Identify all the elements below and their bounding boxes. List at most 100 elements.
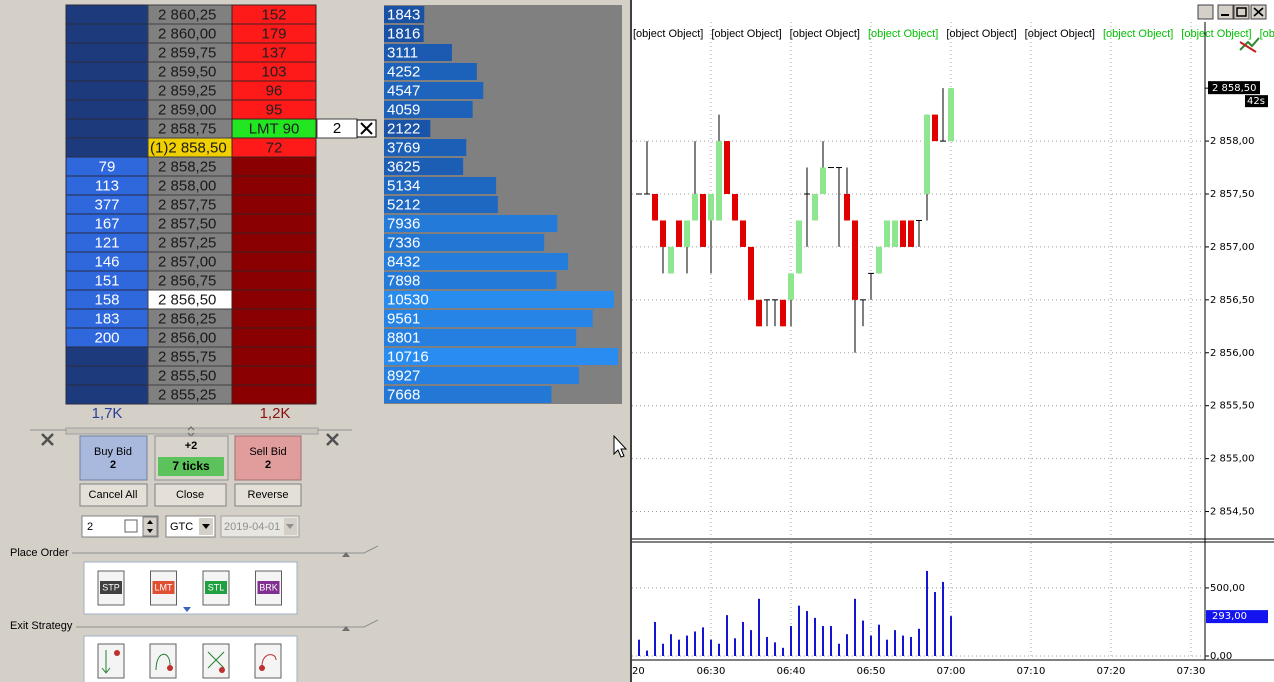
candle-body: [884, 220, 890, 247]
close-glyph: [1253, 7, 1264, 17]
volume-profile-bar: [384, 158, 464, 175]
price-level: 2 855,25: [158, 386, 216, 403]
volume-profile-bar: [384, 120, 431, 137]
candle-body: [828, 167, 834, 169]
candle-body: [924, 114, 930, 194]
buy-bid-button[interactable]: [79, 435, 148, 481]
time-label: 07:20: [1097, 666, 1126, 677]
candle-body: [940, 140, 946, 142]
price-level: 2 856,50: [158, 291, 216, 308]
calculator-icon[interactable]: [124, 519, 138, 533]
volume-bar: [670, 634, 672, 656]
sell-bid-button[interactable]: [234, 435, 302, 481]
volume-bar: [894, 630, 896, 656]
volume-profile-label: 10530: [387, 291, 429, 308]
candle-body: [788, 273, 794, 300]
close-position-button[interactable]: [154, 483, 227, 507]
reverse-button[interactable]: [234, 483, 302, 507]
price-tick-label: 2 855,50: [1210, 401, 1255, 412]
candle-body: [764, 299, 770, 301]
volume-bar: [830, 626, 832, 656]
bid-size: 121: [94, 234, 119, 251]
volume-bar: [950, 616, 952, 656]
dropdown-glyph: [202, 524, 210, 529]
volume-profile-label: 4059: [387, 101, 420, 118]
more-glyph[interactable]: [183, 607, 191, 612]
header-item: [object Object]: [633, 28, 703, 40]
price-level: 2 857,50: [158, 215, 216, 232]
volume-profile-bar: [384, 367, 579, 384]
candle-body: [668, 246, 674, 274]
volume-profile-label: 3625: [387, 158, 420, 175]
ask-cell: [231, 346, 317, 367]
order-type-icon[interactable]: LMT: [150, 570, 177, 606]
candle-body: [716, 141, 722, 221]
price-tick-label: 2 856,00: [1210, 348, 1255, 359]
candle-body: [692, 194, 698, 221]
quantity-input[interactable]: [81, 515, 159, 538]
volume-profile-bar: [384, 253, 569, 270]
price-level: 2 859,75: [158, 44, 216, 61]
collapse-glyph[interactable]: [342, 626, 350, 631]
close-x-right[interactable]: [326, 433, 339, 446]
splitter[interactable]: [65, 427, 319, 435]
candle-body: [836, 167, 842, 169]
bid-size: 158: [94, 291, 119, 308]
volume-profile-bar: [384, 139, 467, 156]
order-type-icon[interactable]: STP: [97, 570, 125, 606]
ask-cell: [231, 308, 317, 329]
ask-total: 1,2K: [260, 405, 291, 422]
volume-profile-label: 7936: [387, 215, 420, 232]
ask-cell: [231, 213, 317, 234]
volume-bar: [662, 643, 664, 656]
bid-size: 377: [94, 196, 119, 213]
collapse-glyph[interactable]: [342, 552, 350, 557]
volume-bar: [942, 581, 944, 656]
ticks-box: [158, 457, 224, 476]
close-x-left[interactable]: [41, 433, 54, 446]
volume-bar: [798, 605, 800, 656]
restore-button[interactable]: [1197, 4, 1214, 20]
price-level: 2 855,75: [158, 348, 216, 365]
volume-profile-label: 5134: [387, 177, 420, 194]
exit-icon[interactable]: [149, 643, 177, 679]
volume-profile-label: 3769: [387, 139, 420, 156]
bid-size: 146: [94, 253, 119, 270]
chart-trend-icon[interactable]: [1239, 37, 1260, 53]
exit-icon[interactable]: [254, 643, 282, 679]
volume-bar: [902, 635, 904, 656]
cancel-all-button[interactable]: [79, 483, 148, 507]
spin-glyph: [147, 520, 153, 533]
ask-size: 95: [266, 101, 283, 118]
candle-body: [948, 88, 954, 142]
ask-cell: [231, 327, 317, 348]
exit-icon[interactable]: [97, 643, 125, 679]
cancel-glyph: [360, 122, 373, 135]
icon-label: BRK: [259, 582, 278, 592]
volume-profile-label: 7898: [387, 272, 420, 289]
header-item: [object Object]: [946, 28, 1016, 40]
header-item: [object Object]: [1181, 28, 1251, 40]
exit-icon[interactable]: [202, 643, 230, 679]
ask-cell: [231, 384, 317, 405]
volume-bar: [862, 620, 864, 656]
price-level: 2 857,25: [158, 234, 216, 251]
volume-profile-bar: [384, 25, 424, 42]
candle-body: [916, 219, 922, 221]
maximize-glyph: [1236, 7, 1247, 17]
minimize-button[interactable]: [1217, 4, 1234, 20]
candle-body: [900, 220, 906, 247]
volume-bar: [822, 626, 824, 656]
volume-bar: [774, 642, 776, 656]
volume-bar: [782, 647, 784, 656]
section-title: Place Order: [10, 547, 69, 559]
ask-size: LMT 90: [249, 120, 300, 137]
volume-bar: [638, 639, 640, 656]
bid-total: 1,7K: [92, 405, 123, 422]
spin-buttons[interactable]: [142, 516, 158, 537]
volume-profile-bar: [384, 196, 498, 213]
order-type-icon[interactable]: STL: [202, 570, 230, 606]
price-level: (1)2 858,50: [150, 139, 227, 156]
order-type-icon[interactable]: BRK: [255, 570, 282, 606]
icon-tag: [152, 581, 175, 594]
